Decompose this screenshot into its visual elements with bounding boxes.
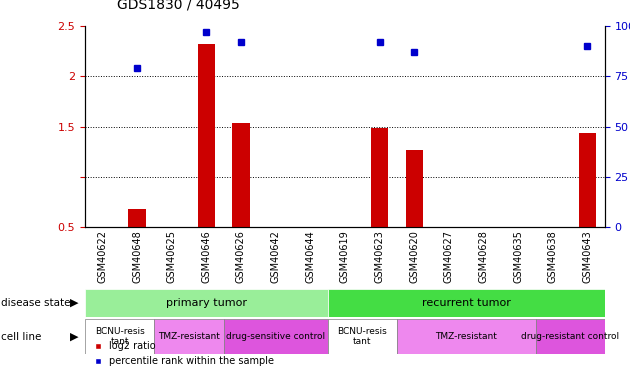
Legend: log2 ratio, percentile rank within the sample: log2 ratio, percentile rank within the s… [90,338,278,370]
Bar [85,289,328,317]
Text: GSM40648: GSM40648 [132,230,142,282]
Text: GSM40626: GSM40626 [236,230,246,283]
Text: disease state: disease state [1,298,71,308]
Text: cell line: cell line [1,332,42,342]
Text: recurrent tumor: recurrent tumor [421,298,511,308]
Text: GSM40620: GSM40620 [410,230,419,283]
Text: GSM40643: GSM40643 [583,230,592,282]
Text: GSM40646: GSM40646 [202,230,211,282]
Text: ▶: ▶ [70,332,79,342]
Bar [328,289,605,317]
Bar [579,133,596,227]
Text: GSM40627: GSM40627 [444,230,454,283]
Text: TMZ-resistant: TMZ-resistant [435,332,497,341]
Text: GSM40644: GSM40644 [306,230,315,282]
Bar [397,319,536,354]
Text: GDS1830 / 40495: GDS1830 / 40495 [117,0,239,11]
Text: GSM40628: GSM40628 [479,230,488,283]
Text: BCNU-resis
tant: BCNU-resis tant [338,327,387,346]
Bar [232,123,249,227]
Bar [328,319,397,354]
Text: TMZ-resistant: TMZ-resistant [158,332,220,341]
Text: BCNU-resis
tant: BCNU-resis tant [95,327,144,346]
Text: ▶: ▶ [70,298,79,308]
Text: GSM40623: GSM40623 [375,230,384,283]
Bar [536,319,605,354]
Bar [371,128,388,227]
Text: primary tumor: primary tumor [166,298,247,308]
Bar [154,319,224,354]
Text: GSM40622: GSM40622 [98,230,107,283]
Bar [224,319,328,354]
Bar [129,209,146,227]
Text: GSM40625: GSM40625 [167,230,176,283]
Text: drug-sensitive control: drug-sensitive control [226,332,325,341]
Text: drug-resistant control: drug-resistant control [521,332,619,341]
Bar [85,319,154,354]
Bar [198,44,215,227]
Bar [406,150,423,227]
Text: GSM40642: GSM40642 [271,230,280,283]
Text: GSM40638: GSM40638 [548,230,558,282]
Text: GSM40619: GSM40619 [340,230,350,282]
Text: GSM40635: GSM40635 [513,230,523,283]
